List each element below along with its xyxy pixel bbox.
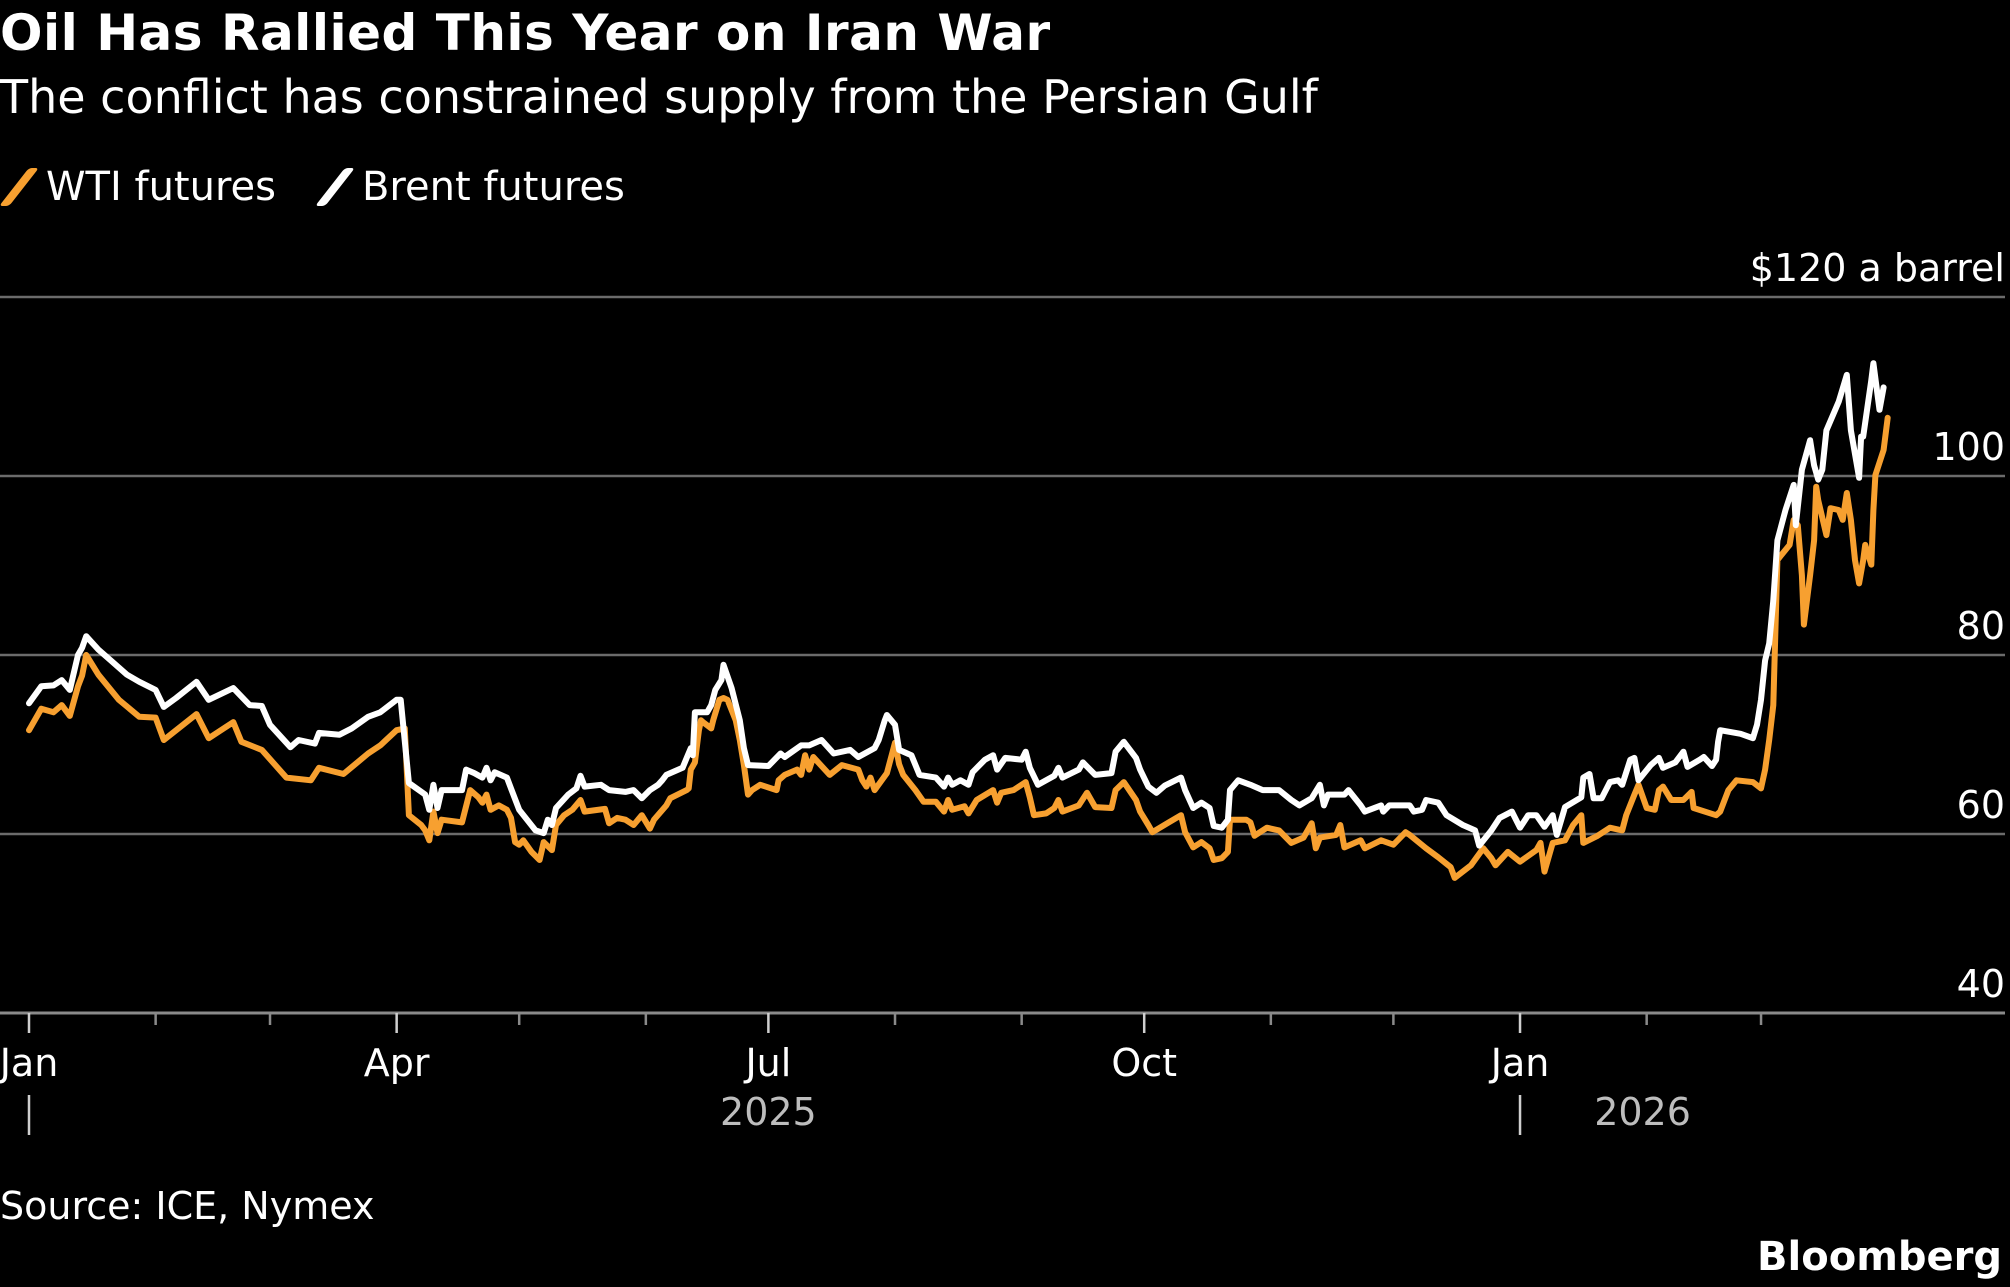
y-tick-label-80: 80 [1957, 604, 2005, 648]
chart-title: Oil Has Rallied This Year on Iran War [0, 4, 1051, 62]
legend: WTI futures Brent futures [0, 164, 665, 210]
chart-subtitle: The conflict has constrained supply from… [0, 70, 1318, 124]
year-label-2026: 2026 [1594, 1090, 1691, 1134]
series-line-brent-futures [26, 360, 1887, 849]
x-tick-label-jul: Jul [743, 1041, 791, 1085]
y-tick-label-120: $120 a barrel [1750, 246, 2005, 290]
gridlines [0, 295, 2005, 1015]
x-tick-label-oct: Oct [1111, 1041, 1177, 1085]
y-tick-label-100: 100 [1932, 425, 2005, 469]
y-tick-label-60: 60 [1957, 783, 2005, 827]
series-lines [26, 360, 1891, 881]
legend-label-wti: WTI futures [46, 164, 276, 210]
x-axis: Jan Apr Jul Oct Jan 2025 2026 [0, 1013, 1763, 1135]
series-line-wti-futures [26, 414, 1891, 881]
x-tick-label-apr: Apr [364, 1041, 430, 1085]
legend-item-wti: WTI futures [0, 164, 276, 210]
x-tick-label-jan: Jan [0, 1041, 58, 1085]
year-label-2025: 2025 [720, 1090, 817, 1134]
legend-label-brent: Brent futures [361, 164, 625, 210]
x-tick-label-jan: Jan [1489, 1041, 1550, 1085]
y-axis-labels: $120 a barrel 100 80 60 40 [1750, 246, 2005, 1006]
legend-item-brent: Brent futures [315, 164, 625, 210]
bloomberg-logo: Bloomberg [1757, 1234, 2002, 1280]
y-tick-label-40: 40 [1957, 962, 2005, 1006]
source-note: Source: ICE, Nymex [0, 1184, 375, 1228]
